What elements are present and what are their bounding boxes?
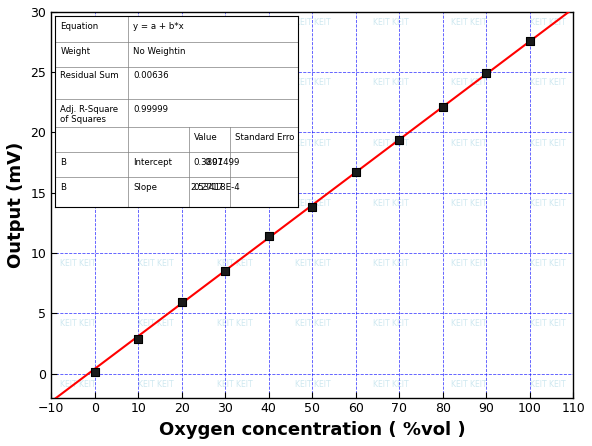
Text: KEIT KEIT: KEIT KEIT	[217, 440, 252, 446]
Text: KEIT KEIT: KEIT KEIT	[217, 319, 252, 328]
Point	[177, 299, 186, 306]
Text: KEIT KEIT: KEIT KEIT	[295, 380, 330, 388]
Text: KEIT KEIT: KEIT KEIT	[138, 78, 174, 87]
Text: KEIT KEIT: KEIT KEIT	[373, 319, 408, 328]
Text: KEIT KEIT: KEIT KEIT	[138, 199, 174, 208]
Text: KEIT KEIT: KEIT KEIT	[451, 259, 487, 268]
Text: KEIT KEIT: KEIT KEIT	[60, 18, 95, 27]
Text: KEIT KEIT: KEIT KEIT	[451, 440, 487, 446]
Text: KEIT KEIT: KEIT KEIT	[60, 440, 95, 446]
Point	[90, 368, 99, 376]
Text: KEIT KEIT: KEIT KEIT	[295, 78, 330, 87]
Y-axis label: Output (mV): Output (mV)	[7, 142, 25, 268]
Point	[351, 169, 361, 176]
Text: KEIT KEIT: KEIT KEIT	[373, 78, 408, 87]
Text: KEIT KEIT: KEIT KEIT	[217, 78, 252, 87]
Text: KEIT KEIT: KEIT KEIT	[295, 199, 330, 208]
Point	[220, 268, 230, 275]
Text: KEIT KEIT: KEIT KEIT	[217, 259, 252, 268]
Text: KEIT KEIT: KEIT KEIT	[138, 259, 174, 268]
Point	[264, 232, 274, 240]
Text: KEIT KEIT: KEIT KEIT	[373, 259, 408, 268]
Text: KEIT KEIT: KEIT KEIT	[60, 139, 95, 148]
Text: KEIT KEIT: KEIT KEIT	[530, 78, 565, 87]
Text: KEIT KEIT: KEIT KEIT	[295, 259, 330, 268]
Text: KEIT KEIT: KEIT KEIT	[451, 199, 487, 208]
Text: KEIT KEIT: KEIT KEIT	[295, 440, 330, 446]
Text: KEIT KEIT: KEIT KEIT	[60, 259, 95, 268]
Text: KEIT KEIT: KEIT KEIT	[295, 319, 330, 328]
Text: KEIT KEIT: KEIT KEIT	[295, 139, 330, 148]
Text: KEIT KEIT: KEIT KEIT	[373, 139, 408, 148]
Point	[525, 37, 535, 45]
Text: KEIT KEIT: KEIT KEIT	[373, 18, 408, 27]
Point	[133, 335, 143, 342]
Text: KEIT KEIT: KEIT KEIT	[530, 259, 565, 268]
Text: KEIT KEIT: KEIT KEIT	[530, 319, 565, 328]
Text: KEIT KEIT: KEIT KEIT	[451, 78, 487, 87]
Text: KEIT KEIT: KEIT KEIT	[451, 139, 487, 148]
Text: KEIT KEIT: KEIT KEIT	[451, 18, 487, 27]
Text: KEIT KEIT: KEIT KEIT	[138, 319, 174, 328]
Text: KEIT KEIT: KEIT KEIT	[530, 380, 565, 388]
Text: KEIT KEIT: KEIT KEIT	[60, 199, 95, 208]
Text: KEIT KEIT: KEIT KEIT	[217, 139, 252, 148]
Text: KEIT KEIT: KEIT KEIT	[373, 380, 408, 388]
Text: KEIT KEIT: KEIT KEIT	[451, 380, 487, 388]
Text: KEIT KEIT: KEIT KEIT	[138, 440, 174, 446]
Text: KEIT KEIT: KEIT KEIT	[530, 18, 565, 27]
Text: KEIT KEIT: KEIT KEIT	[138, 380, 174, 388]
Text: KEIT KEIT: KEIT KEIT	[373, 440, 408, 446]
Text: KEIT KEIT: KEIT KEIT	[530, 139, 565, 148]
Text: KEIT KEIT: KEIT KEIT	[530, 199, 565, 208]
Text: KEIT KEIT: KEIT KEIT	[530, 440, 565, 446]
Text: KEIT KEIT: KEIT KEIT	[373, 199, 408, 208]
Point	[394, 136, 404, 143]
Text: KEIT KEIT: KEIT KEIT	[295, 18, 330, 27]
Text: KEIT KEIT: KEIT KEIT	[217, 380, 252, 388]
Text: KEIT KEIT: KEIT KEIT	[217, 199, 252, 208]
Text: KEIT KEIT: KEIT KEIT	[60, 319, 95, 328]
Text: KEIT KEIT: KEIT KEIT	[60, 78, 95, 87]
Text: KEIT KEIT: KEIT KEIT	[217, 18, 252, 27]
Text: KEIT KEIT: KEIT KEIT	[60, 380, 95, 388]
Text: KEIT KEIT: KEIT KEIT	[451, 319, 487, 328]
X-axis label: Oxygen concentration ( %vol ): Oxygen concentration ( %vol )	[159, 421, 465, 439]
Point	[307, 204, 317, 211]
Point	[438, 103, 448, 111]
Point	[481, 70, 491, 77]
Text: KEIT KEIT: KEIT KEIT	[138, 18, 174, 27]
Text: KEIT KEIT: KEIT KEIT	[138, 139, 174, 148]
